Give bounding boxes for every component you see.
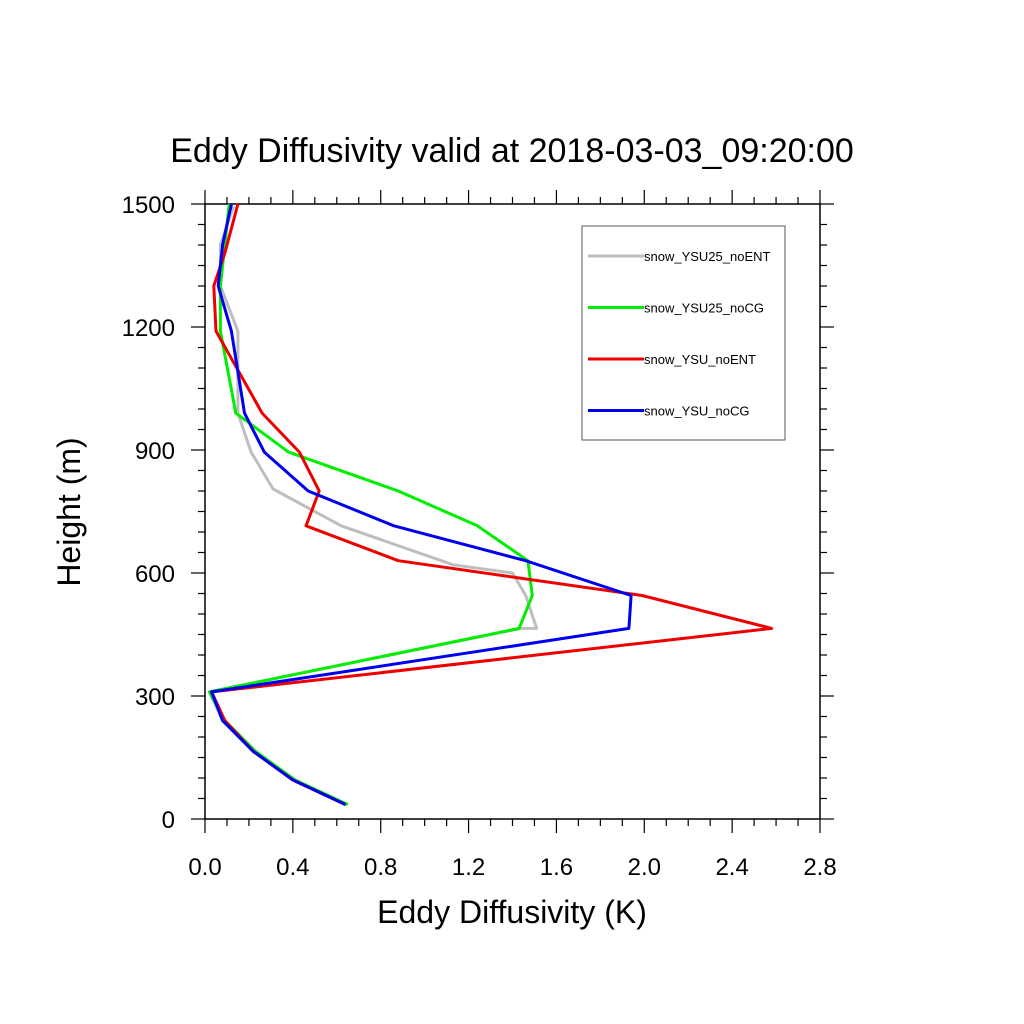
y-tick-labels: 0 300 600 900 1200 1500 bbox=[122, 192, 175, 834]
x-tick-label: 1.6 bbox=[540, 854, 573, 881]
ticks-layer bbox=[191, 190, 834, 833]
x-tick-label: 2.0 bbox=[628, 854, 661, 881]
legend-label: snow_YSU_noCG bbox=[644, 404, 750, 419]
series-line-snow_YSU25_noENT bbox=[207, 205, 539, 806]
x-tick-label: 2.4 bbox=[715, 854, 748, 881]
series-layer bbox=[207, 203, 774, 806]
series-line-snow_YSU_noCG bbox=[210, 203, 633, 806]
y-tick-label: 600 bbox=[135, 561, 175, 588]
y-tick-label: 1500 bbox=[122, 192, 175, 219]
legend-label: snow_YSU25_noCG bbox=[644, 301, 764, 316]
x-tick-label: 1.2 bbox=[452, 854, 485, 881]
chart-title: Eddy Diffusivity valid at 2018-03-03_09:… bbox=[170, 132, 854, 170]
y-tick-label: 1200 bbox=[122, 315, 175, 342]
legend-box bbox=[581, 225, 786, 441]
x-tick-label: 0.8 bbox=[364, 854, 397, 881]
legend-items: snow_YSU25_noENT snow_YSU25_noCG snow_YSU_… bbox=[588, 249, 771, 419]
legend: snow_YSU25_noENT snow_YSU25_noCG snow_YSU_… bbox=[581, 225, 786, 441]
series-line-snow_YSU25_noCG bbox=[207, 203, 534, 806]
x-tick-labels: 0.0 0.4 0.8 1.2 1.6 2.0 2.4 2.8 bbox=[188, 854, 836, 881]
y-tick-label: 0 bbox=[162, 807, 175, 834]
x-tick-label: 2.8 bbox=[803, 854, 836, 881]
legend-label: snow_YSU_noENT bbox=[644, 352, 756, 367]
x-tick-label: 0.0 bbox=[188, 854, 221, 881]
x-tick-label: 0.4 bbox=[276, 854, 309, 881]
legend-label: snow_YSU25_noENT bbox=[644, 249, 771, 264]
x-axis-label: Eddy Diffusivity (K) bbox=[377, 894, 647, 930]
y-tick-label: 300 bbox=[135, 684, 175, 711]
y-axis-label: Height (m) bbox=[51, 437, 87, 586]
y-tick-label: 900 bbox=[135, 438, 175, 465]
